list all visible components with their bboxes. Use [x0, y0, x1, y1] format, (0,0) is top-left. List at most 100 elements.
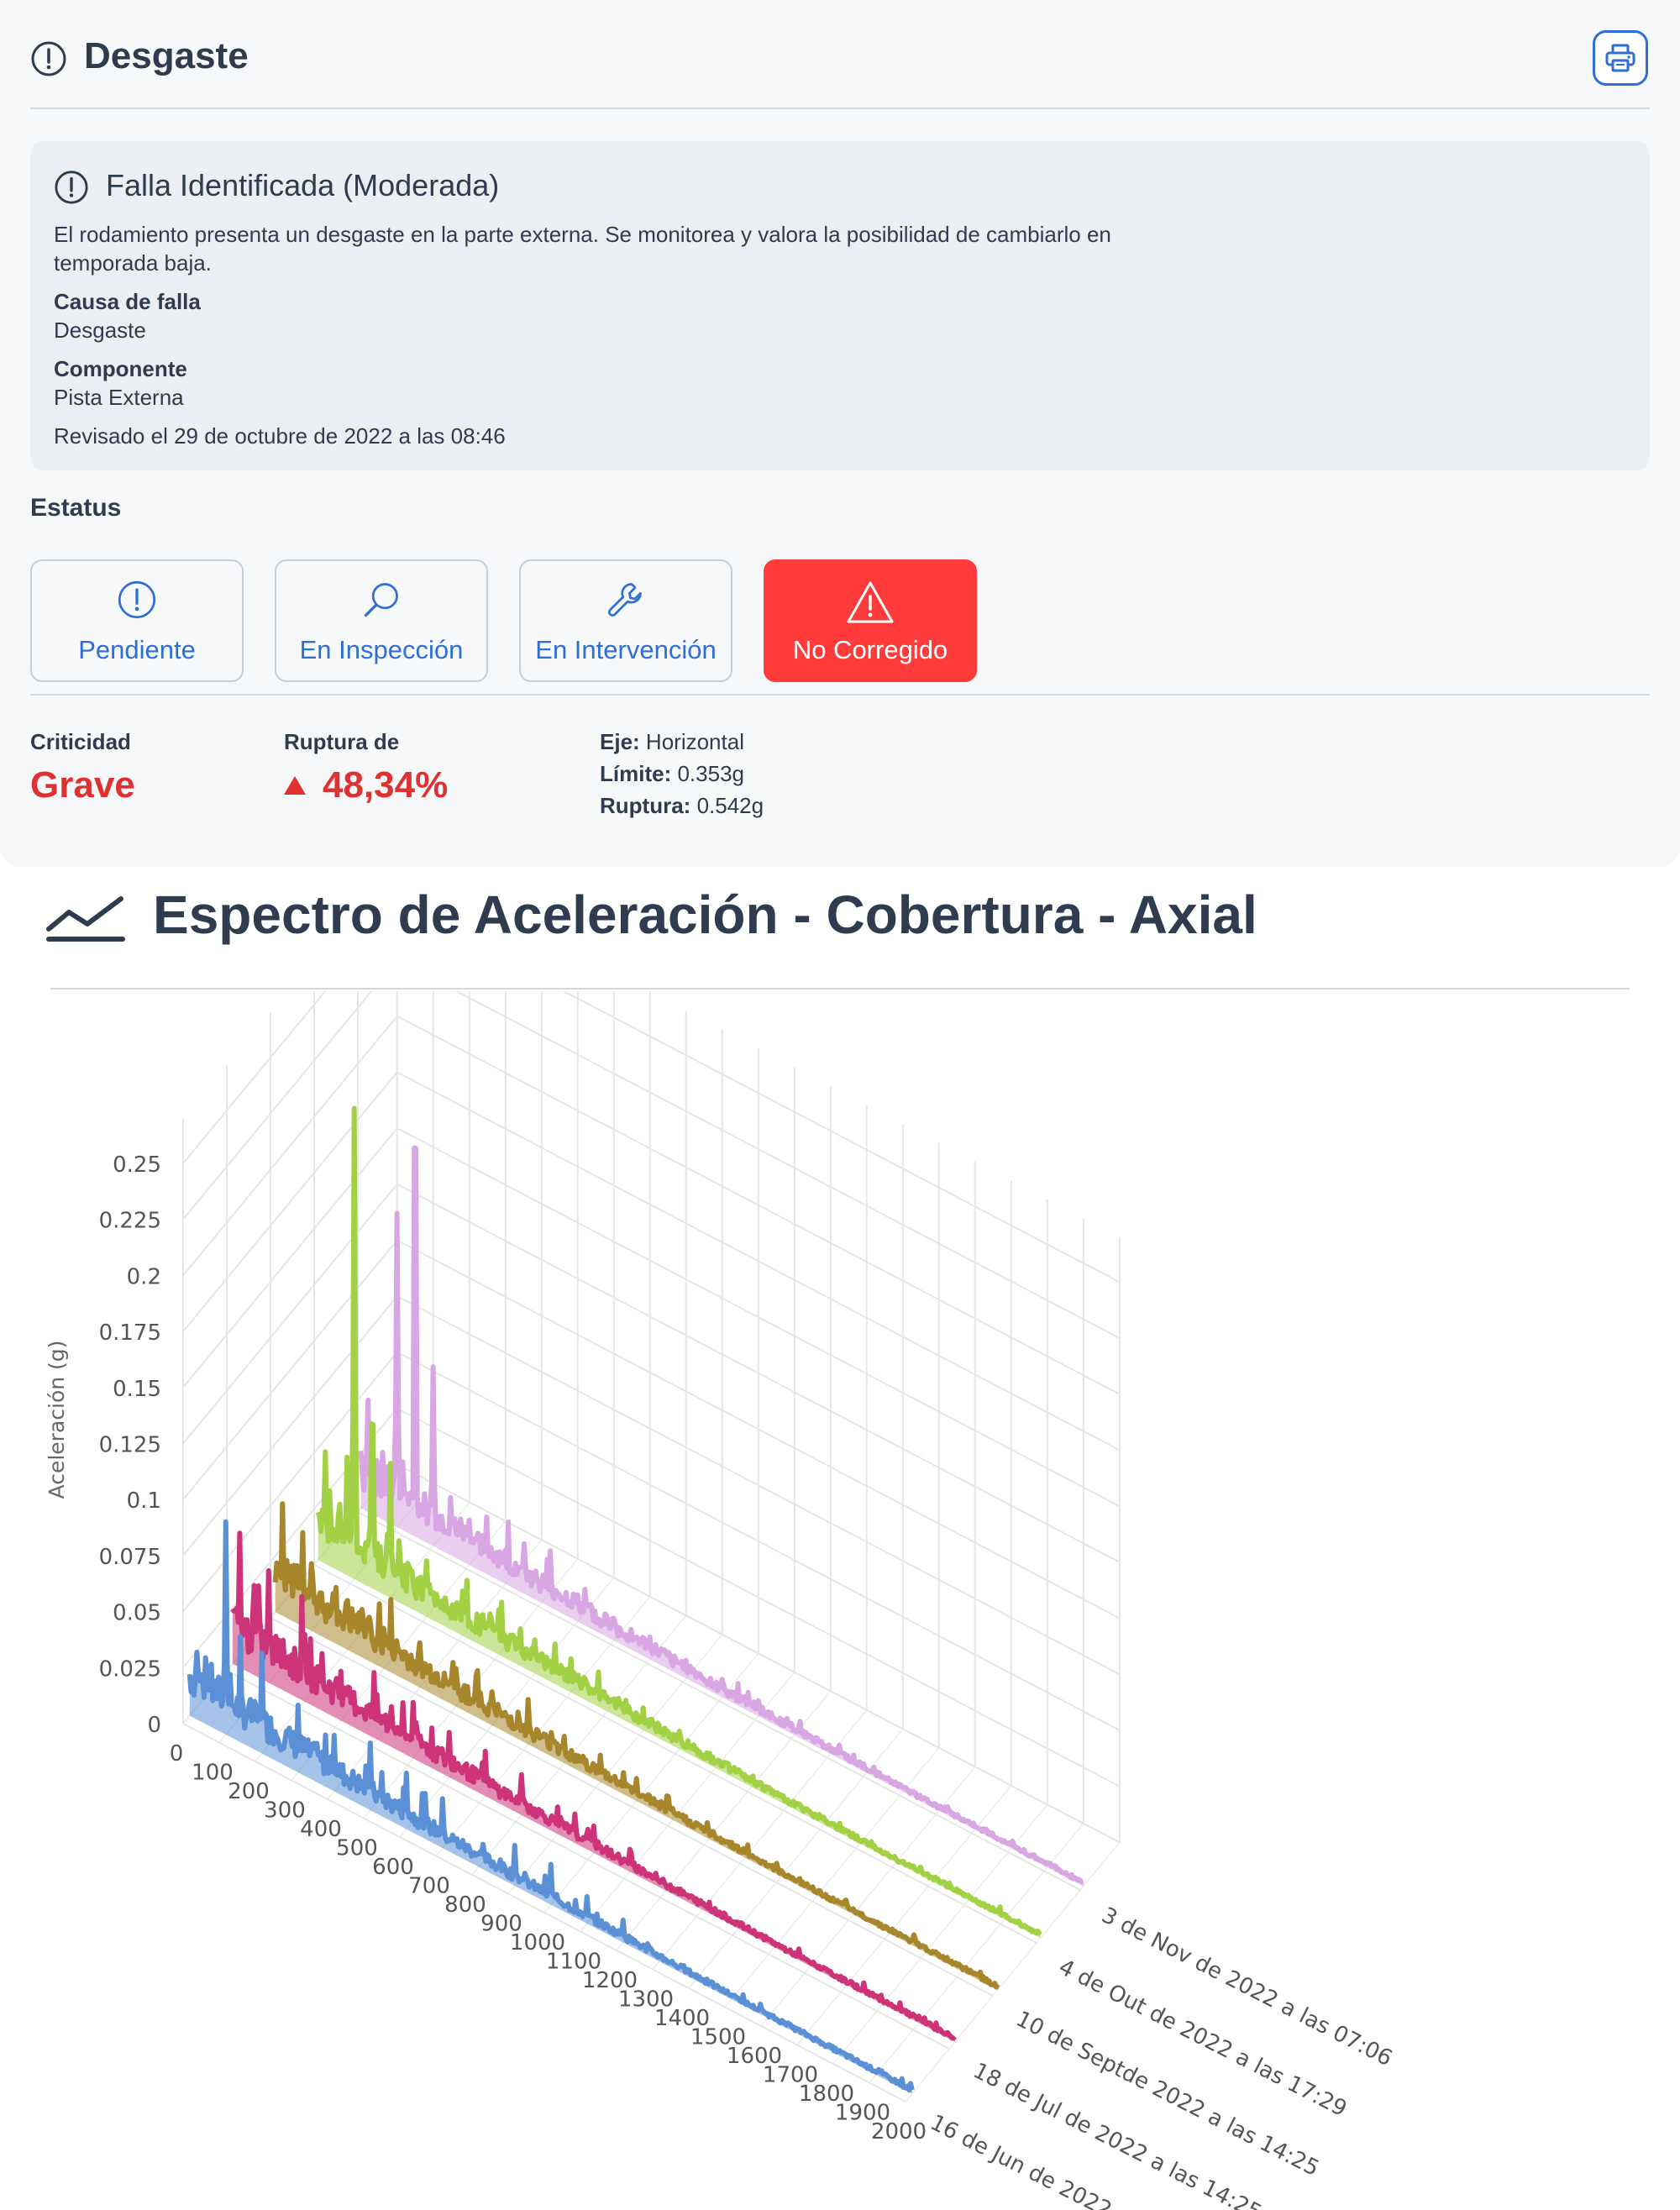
- failure-title: Falla Identificada (Moderada): [106, 168, 500, 202]
- x-tick-label: 100: [192, 1761, 234, 1786]
- wrench-icon: [607, 583, 642, 617]
- x-tick-label: 800: [444, 1892, 486, 1918]
- x-tick-label: 500: [336, 1836, 378, 1861]
- series-line: [272, 1501, 1000, 1990]
- status-divider: [30, 694, 1650, 696]
- eje-value: Horizontal: [645, 729, 744, 754]
- y-tick-label: 0.05: [113, 1601, 161, 1626]
- eje-row: Eje: Horizontal: [600, 729, 744, 755]
- x-tick-label: 1100: [546, 1950, 601, 1975]
- status-pendiente-button[interactable]: Pendiente: [30, 559, 244, 682]
- criticidad-label: Criticidad: [30, 729, 131, 754]
- spectrum-divider: [50, 988, 1630, 990]
- y-tick-label: 0.1: [127, 1488, 161, 1514]
- limite-label: Límite:: [600, 761, 672, 786]
- limite-value: 0.353g: [677, 761, 744, 786]
- status-inspeccion-label: En Inspección: [299, 635, 464, 664]
- x-tick-label: 1600: [727, 2044, 782, 2069]
- y-tick-label: 0.25: [113, 1152, 161, 1178]
- grid-line: [226, 1670, 950, 2050]
- x-tick-label: 1300: [618, 1987, 674, 2013]
- eje-label: Eje:: [600, 729, 640, 754]
- series-line: [230, 1530, 957, 2041]
- grid-line: [182, 991, 373, 1220]
- grid-line: [182, 1127, 398, 1388]
- grid-line: [270, 1617, 994, 1997]
- x-tick-label: 1500: [690, 2025, 746, 2050]
- x-tick-label: 1700: [763, 2063, 818, 2088]
- x-tick-label: 300: [264, 1798, 306, 1824]
- ruptura-g-row: Ruptura: 0.542g: [600, 793, 764, 819]
- series-line: [186, 1519, 915, 2093]
- y-tick-label: 0.2: [127, 1264, 161, 1289]
- x-tick-label: 1800: [799, 2081, 854, 2107]
- status-title: Estatus: [30, 494, 122, 522]
- x-tick-label: 400: [300, 1817, 342, 1842]
- x-tick-label: 700: [408, 1874, 450, 1899]
- reviewed-timestamp: Revisado el 29 de octubre de 2022 a las …: [54, 423, 506, 449]
- y-tick-label: 0.175: [99, 1320, 161, 1346]
- acceleration-spectrum-chart: 0 0.025 0.05 0.075 0.1 0.125 0.15 0.175 0.2 0.225…: [45, 991, 1396, 2210]
- exclamation-circle-icon: [118, 580, 156, 619]
- grid-line: [182, 1295, 398, 1556]
- page-title: Desgaste: [84, 35, 249, 76]
- header-divider: [30, 108, 1650, 109]
- grid-line: [182, 1723, 906, 2102]
- x-tick-label: 0: [170, 1741, 184, 1766]
- grid-line: [905, 1841, 1121, 2102]
- series-line: [315, 1105, 1042, 1937]
- ruptura-value: 48,34%: [323, 764, 449, 806]
- failure-card: [30, 141, 1650, 470]
- grid-line: [396, 1463, 1121, 1844]
- y-tick-label: 0.075: [99, 1545, 161, 1570]
- x-tick-label: 600: [372, 1855, 414, 1880]
- grid-line: [182, 1071, 398, 1332]
- grid-line: [313, 1564, 1037, 1944]
- failure-description-line2: temporada baja.: [54, 250, 212, 276]
- print-button[interactable]: [1593, 30, 1648, 86]
- exclamation-circle-icon: [31, 41, 66, 76]
- component-label: Componente: [54, 356, 187, 381]
- warning-triangle-icon: [847, 581, 894, 623]
- trend-line-icon: [46, 896, 125, 942]
- y-axis-label: Aceleración (g): [45, 1341, 69, 1499]
- x-tick-label: 900: [480, 1912, 522, 1937]
- x-tick-label: 200: [228, 1779, 270, 1804]
- grid-line: [182, 1239, 398, 1500]
- limite-row: Límite: 0.353g: [600, 761, 744, 787]
- x-tick-label: 1900: [835, 2101, 890, 2126]
- exclamation-circle-icon: [55, 171, 88, 204]
- grid-line: [182, 991, 327, 1164]
- x-tick-label: 1400: [654, 2006, 710, 2031]
- status-intervencion-button[interactable]: En Intervención: [519, 559, 732, 682]
- grid-line: [357, 1511, 1081, 1891]
- status-pendiente-label: Pendiente: [78, 635, 196, 664]
- y-tick-label: 0.225: [99, 1209, 161, 1234]
- failure-description-line1: El rodamiento presenta un desgaste en la…: [54, 222, 1111, 247]
- criticidad-value: Grave: [30, 764, 135, 806]
- x-tick-label: 1200: [582, 1968, 638, 1993]
- arrow-up-icon: [284, 776, 306, 795]
- x-tick-label: 1000: [510, 1930, 565, 1955]
- grid-line: [182, 1184, 398, 1445]
- magnifier-icon: [364, 583, 398, 617]
- component-value: Pista Externa: [54, 385, 184, 410]
- x-tick-label: 2000: [871, 2119, 927, 2144]
- y-tick-label: 0.15: [113, 1377, 161, 1402]
- y-tick-label: 0.025: [99, 1656, 161, 1682]
- ruptura-label: Ruptura de: [284, 729, 400, 754]
- status-no-corregido-button[interactable]: No Corregido: [764, 559, 977, 682]
- status-no-corregido-label: No Corregido: [792, 635, 948, 664]
- status-intervencion-label: En Intervención: [535, 635, 717, 664]
- printer-icon: [1605, 44, 1635, 72]
- ruptura-g-label: Ruptura:: [600, 793, 691, 818]
- spectrum-title: Espectro de Aceleración - Cobertura - Ax…: [153, 885, 1257, 945]
- grid-line: [182, 1352, 398, 1613]
- y-tick-label: 0: [147, 1713, 161, 1738]
- ruptura-g-value: 0.542g: [696, 793, 764, 818]
- y-tick-label: 0.125: [99, 1433, 161, 1458]
- series-line: [358, 1145, 1084, 1885]
- grid-line: [182, 1016, 398, 1277]
- status-inspeccion-button[interactable]: En Inspección: [275, 559, 488, 682]
- cause-label: Causa de falla: [54, 289, 201, 314]
